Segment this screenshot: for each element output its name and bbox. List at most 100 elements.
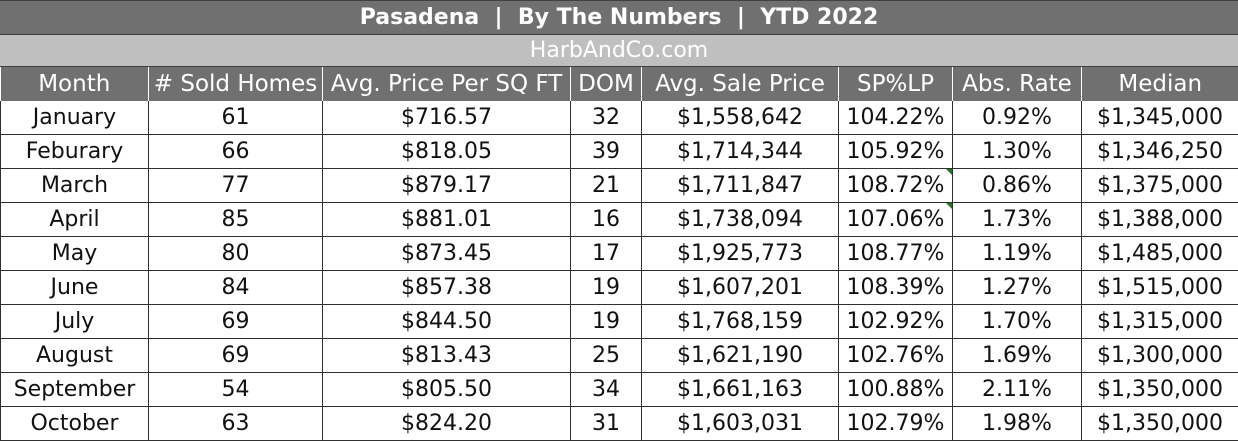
cell-median[interactable]: $1,350,000 — [1082, 373, 1238, 407]
cell-median[interactable]: $1,315,000 — [1082, 305, 1238, 339]
cell-month[interactable]: June — [1, 271, 149, 305]
cell-sold-homes[interactable]: 69 — [149, 305, 323, 339]
cell-sp-lp[interactable]: 108.72% — [839, 169, 953, 203]
cell-sp-lp[interactable]: 100.88% — [839, 373, 953, 407]
cell-sold-homes[interactable]: 66 — [149, 135, 323, 169]
cell-month[interactable]: Feburary — [1, 135, 149, 169]
cell-dom[interactable]: 31 — [571, 407, 642, 441]
cell-avg-sale-price[interactable]: $1,768,159 — [642, 305, 839, 339]
cell-abs-rate[interactable]: 1.30% — [953, 135, 1082, 169]
cell-median[interactable]: $1,515,000 — [1082, 271, 1238, 305]
cell-abs-rate[interactable]: 1.70% — [953, 305, 1082, 339]
cell-sold-homes[interactable]: 77 — [149, 169, 323, 203]
cell-dom[interactable]: 19 — [571, 271, 642, 305]
cell-sp-lp[interactable]: 102.92% — [839, 305, 953, 339]
cell-avg-price-per-sqft[interactable]: $879.17 — [323, 169, 571, 203]
cell-median[interactable]: $1,375,000 — [1082, 169, 1238, 203]
cell-median[interactable]: $1,345,000 — [1082, 101, 1238, 135]
cell-avg-sale-price[interactable]: $1,714,344 — [642, 135, 839, 169]
cell-avg-price-per-sqft[interactable]: $805.50 — [323, 373, 571, 407]
cell-dom[interactable]: 34 — [571, 373, 642, 407]
cell-avg-sale-price[interactable]: $1,607,201 — [642, 271, 839, 305]
cell-avg-price-per-sqft[interactable]: $824.20 — [323, 407, 571, 441]
cell-median[interactable]: $1,485,000 — [1082, 237, 1238, 271]
cell-dom[interactable]: 21 — [571, 169, 642, 203]
cell-avg-sale-price[interactable]: $1,621,190 — [642, 339, 839, 373]
cell-abs-rate[interactable]: 1.73% — [953, 203, 1082, 237]
cell-avg-sale-price[interactable]: $1,603,031 — [642, 407, 839, 441]
cell-month[interactable]: October — [1, 407, 149, 441]
cell-abs-rate[interactable]: 1.98% — [953, 407, 1082, 441]
cell-month[interactable]: September — [1, 373, 149, 407]
column-header-abs-rate[interactable]: Abs. Rate — [953, 67, 1082, 101]
cell-month[interactable]: July — [1, 305, 149, 339]
cell-sp-lp[interactable]: 102.76% — [839, 339, 953, 373]
cell-sold-homes[interactable]: 80 — [149, 237, 323, 271]
cell-avg-sale-price[interactable]: $1,711,847 — [642, 169, 839, 203]
cell-avg-price-per-sqft[interactable]: $716.57 — [323, 101, 571, 135]
cell-sp-lp[interactable]: 108.39% — [839, 271, 953, 305]
report-title: Pasadena | By The Numbers | YTD 2022 — [0, 0, 1238, 35]
cell-sold-homes[interactable]: 84 — [149, 271, 323, 305]
column-header-median[interactable]: Median — [1082, 67, 1238, 101]
cell-sp-lp[interactable]: 102.79% — [839, 407, 953, 441]
cell-dom[interactable]: 16 — [571, 203, 642, 237]
cell-avg-price-per-sqft[interactable]: $844.50 — [323, 305, 571, 339]
cell-dom[interactable]: 32 — [571, 101, 642, 135]
cell-month[interactable]: May — [1, 237, 149, 271]
cell-avg-price-per-sqft[interactable]: $813.43 — [323, 339, 571, 373]
column-header-sp-lp[interactable]: SP%LP — [839, 67, 953, 101]
cell-abs-rate[interactable]: 1.69% — [953, 339, 1082, 373]
cell-abs-rate[interactable]: 2.11% — [953, 373, 1082, 407]
cell-sp-lp[interactable]: 107.06% — [839, 203, 953, 237]
cell-abs-rate[interactable]: 1.19% — [953, 237, 1082, 271]
cell-median[interactable]: $1,388,000 — [1082, 203, 1238, 237]
cell-avg-price-per-sqft[interactable]: $873.45 — [323, 237, 571, 271]
cell-sp-lp[interactable]: 108.77% — [839, 237, 953, 271]
cell-avg-sale-price[interactable]: $1,558,642 — [642, 101, 839, 135]
cell-abs-rate[interactable]: 0.92% — [953, 101, 1082, 135]
comment-indicator-icon[interactable] — [946, 169, 952, 175]
column-header-avg-price-per-sqft[interactable]: Avg. Price Per SQ FT — [323, 67, 571, 101]
website-subtitle: HarbAndCo.com — [0, 35, 1238, 67]
cell-abs-rate[interactable]: 0.86% — [953, 169, 1082, 203]
cell-month[interactable]: March — [1, 169, 149, 203]
cell-median[interactable]: $1,350,000 — [1082, 407, 1238, 441]
cell-avg-sale-price[interactable]: $1,925,773 — [642, 237, 839, 271]
cell-sold-homes[interactable]: 69 — [149, 339, 323, 373]
cell-sp-lp[interactable]: 104.22% — [839, 101, 953, 135]
comment-indicator-icon[interactable] — [946, 203, 952, 209]
cell-dom[interactable]: 25 — [571, 339, 642, 373]
cell-month[interactable]: April — [1, 203, 149, 237]
column-header-dom[interactable]: DOM — [571, 67, 642, 101]
cell-dom[interactable]: 39 — [571, 135, 642, 169]
column-header-avg-sale-price[interactable]: Avg. Sale Price — [642, 67, 839, 101]
cell-avg-sale-price[interactable]: $1,738,094 — [642, 203, 839, 237]
cell-month[interactable]: August — [1, 339, 149, 373]
cell-sold-homes[interactable]: 85 — [149, 203, 323, 237]
cell-median[interactable]: $1,346,250 — [1082, 135, 1238, 169]
cell-sold-homes[interactable]: 54 — [149, 373, 323, 407]
cell-avg-price-per-sqft[interactable]: $857.38 — [323, 271, 571, 305]
cell-sold-homes[interactable]: 63 — [149, 407, 323, 441]
cell-avg-price-per-sqft[interactable]: $881.01 — [323, 203, 571, 237]
cell-abs-rate[interactable]: 1.27% — [953, 271, 1082, 305]
cell-month[interactable]: January — [1, 101, 149, 135]
cell-dom[interactable]: 19 — [571, 305, 642, 339]
cell-dom[interactable]: 17 — [571, 237, 642, 271]
cell-sp-lp[interactable]: 105.92% — [839, 135, 953, 169]
column-header-sold-homes[interactable]: # Sold Homes — [149, 67, 323, 101]
cell-avg-sale-price[interactable]: $1,661,163 — [642, 373, 839, 407]
cell-sold-homes[interactable]: 61 — [149, 101, 323, 135]
cell-avg-price-per-sqft[interactable]: $818.05 — [323, 135, 571, 169]
column-header-month[interactable]: Month — [1, 67, 149, 101]
cell-median[interactable]: $1,300,000 — [1082, 339, 1238, 373]
